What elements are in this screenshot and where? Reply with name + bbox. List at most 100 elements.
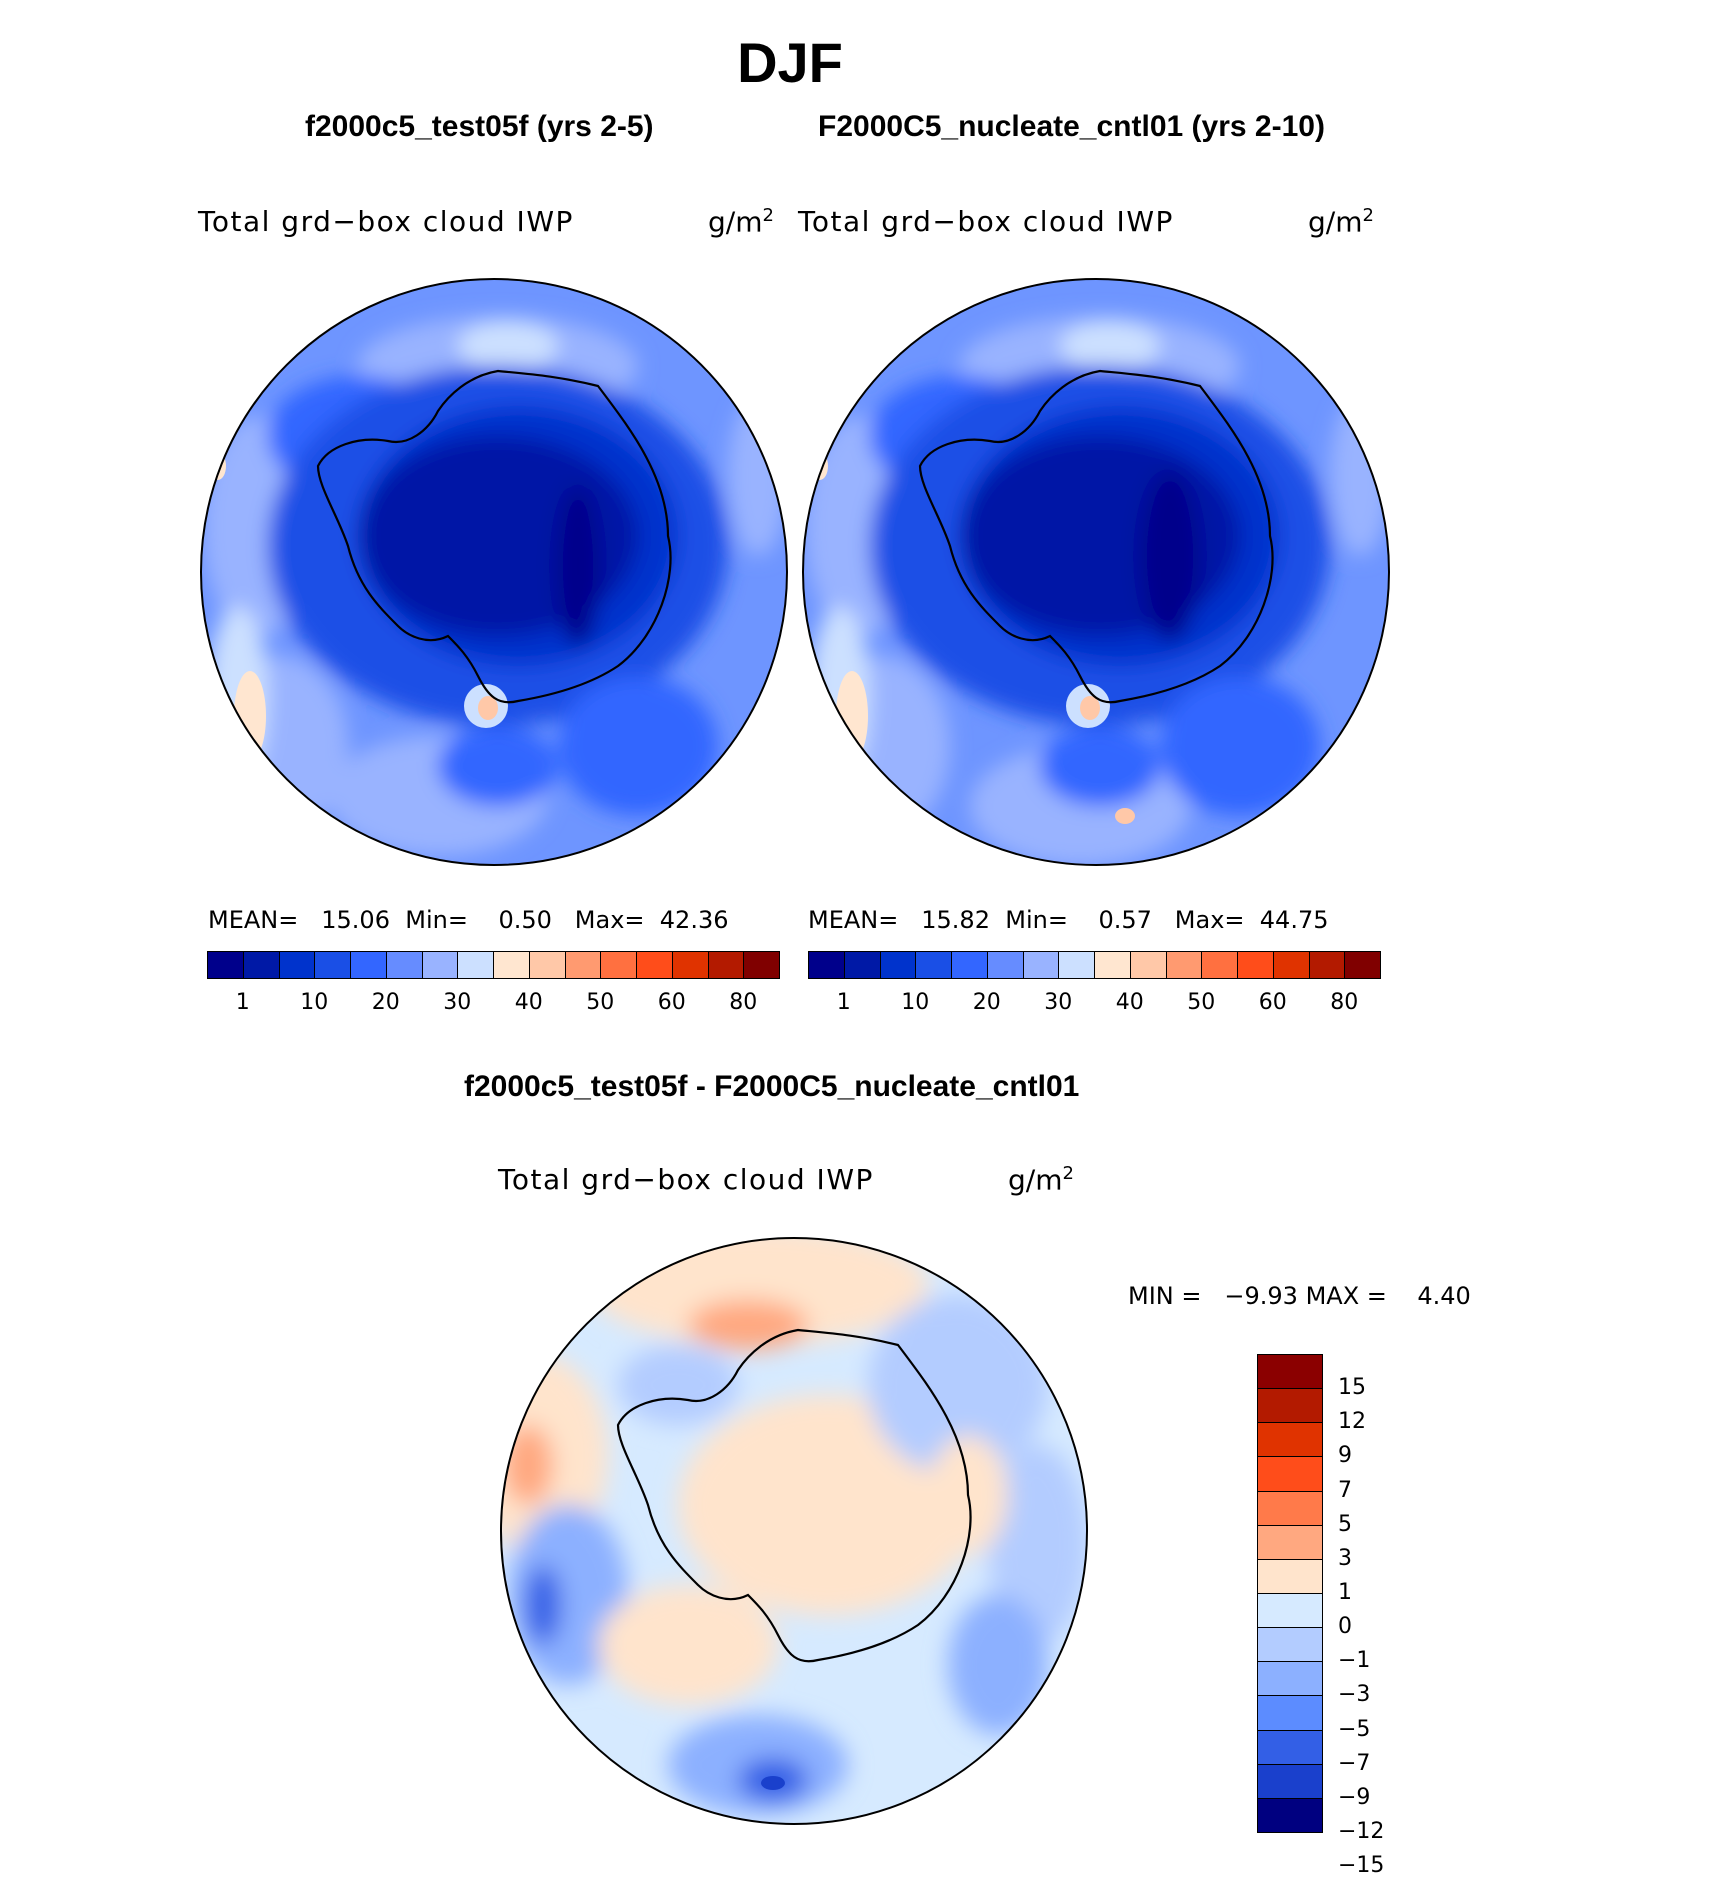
- control-units-label: g/m2: [1308, 205, 1374, 239]
- control-colorbar-swatch: [808, 951, 845, 979]
- difference-colorbar-tick-label: −5: [1338, 1716, 1371, 1742]
- control-colorbar-swatch: [1094, 951, 1131, 979]
- difference-colorbar-tick-label: −3: [1338, 1682, 1371, 1708]
- control-colorbar-swatch: [986, 951, 1024, 979]
- test-colorbar-tick-label: 40: [514, 990, 543, 1015]
- test-case-title: f2000c5_test05f (yrs 2-5): [305, 110, 654, 143]
- difference-stats: MIN = −9.93 MAX = 4.40: [1128, 1282, 1471, 1310]
- control-colorbar-tick-label: 1: [836, 990, 851, 1015]
- control-colorbar-swatch: [1022, 951, 1060, 979]
- test-colorbar-swatch: [636, 951, 673, 979]
- control-colorbar-swatch: [1165, 951, 1203, 979]
- control-colorbar-tick-label: 80: [1330, 990, 1359, 1015]
- difference-colorbar-swatch: [1257, 1729, 1323, 1765]
- control-colorbar-ticks: 1 10 20 30 40 50 60 80: [808, 990, 1380, 1020]
- difference-colorbar-tick-label: 5: [1338, 1511, 1352, 1537]
- test-stats: MEAN= 15.06 Min= 0.50 Max= 42.36: [208, 906, 729, 934]
- control-colorbar-swatch: [879, 951, 917, 979]
- test-colorbar-swatch: [671, 951, 709, 979]
- control-colorbar-swatch: [1308, 951, 1346, 979]
- control-colorbar-swatch: [951, 951, 988, 979]
- test-colorbar-swatch: [278, 951, 316, 979]
- difference-colorbar-tick-label: 15: [1338, 1375, 1366, 1401]
- test-colorbar-tick-label: 60: [657, 990, 686, 1015]
- difference-colorbar-tick-label: −12: [1338, 1819, 1385, 1844]
- control-colorbar-swatch: [1272, 951, 1310, 979]
- control-colorbar-swatch: [1201, 951, 1238, 979]
- test-colorbar-swatch: [350, 951, 387, 979]
- control-colorbar-swatch: [1237, 951, 1274, 979]
- control-colorbar-swatch: [1129, 951, 1167, 979]
- difference-colorbar-swatch: [1257, 1593, 1323, 1629]
- test-colorbar-ticks: 1 10 20 30 40 50 60 80: [207, 990, 779, 1020]
- test-colorbar-swatch: [707, 951, 745, 979]
- test-colorbar-tick-label: 50: [586, 990, 615, 1015]
- difference-colorbar-tick-label: 7: [1338, 1477, 1352, 1503]
- control-colorbar-tick-label: 50: [1187, 990, 1216, 1015]
- difference-colorbar-tick-label: −7: [1338, 1750, 1371, 1776]
- control-colorbar: [808, 951, 1381, 979]
- control-case-title: F2000C5_nucleate_cntl01 (yrs 2-10): [818, 110, 1325, 143]
- difference-colorbar-swatch: [1257, 1456, 1323, 1492]
- control-iwp-field: [803, 279, 1389, 865]
- difference-colorbar-tick-label: 3: [1338, 1545, 1352, 1571]
- difference-colorbar-swatch: [1257, 1627, 1323, 1663]
- test-map-border: [200, 278, 788, 866]
- difference-colorbar-swatch: [1257, 1661, 1323, 1697]
- control-colorbar-tick-label: 30: [1044, 990, 1073, 1015]
- test-variable-label: Total grd−box cloud IWP: [198, 205, 574, 238]
- control-colorbar-tick-label: 40: [1115, 990, 1144, 1015]
- difference-colorbar-swatch: [1257, 1422, 1323, 1458]
- difference-colorbar-swatch: [1257, 1354, 1323, 1390]
- test-colorbar-tick-label: 20: [371, 990, 400, 1015]
- control-map-border: [802, 278, 1390, 866]
- test-colorbar-tick-label: 30: [443, 990, 472, 1015]
- difference-colorbar-tick-label: 12: [1338, 1409, 1366, 1435]
- difference-colorbar-swatch: [1257, 1524, 1323, 1560]
- test-colorbar-swatch: [743, 951, 780, 979]
- difference-colorbar-swatch: [1257, 1797, 1323, 1833]
- control-colorbar-tick-label: 60: [1258, 990, 1287, 1015]
- control-colorbar-swatch: [843, 951, 881, 979]
- test-polar-map: [200, 278, 788, 866]
- control-colorbar-swatch: [1344, 951, 1381, 979]
- season-title: DJF: [737, 31, 843, 94]
- difference-coastline: [616, 1328, 972, 1663]
- test-colorbar-swatch: [493, 951, 530, 979]
- control-colorbar-swatch: [915, 951, 952, 979]
- difference-colorbar-swatch: [1257, 1490, 1323, 1526]
- difference-colorbar-swatch: [1257, 1388, 1323, 1424]
- control-variable-label: Total grd−box cloud IWP: [798, 205, 1174, 238]
- control-colorbar-tick-label: 20: [972, 990, 1001, 1015]
- difference-colorbar-swatch: [1257, 1558, 1323, 1594]
- test-colorbar-swatch: [528, 951, 566, 979]
- test-colorbar-swatch: [207, 951, 244, 979]
- difference-colorbar-tick-label: −9: [1338, 1784, 1371, 1810]
- control-colorbar-tick-label: 10: [901, 990, 930, 1015]
- difference-colorbar: [1257, 1354, 1323, 1833]
- test-colorbar-swatch: [421, 951, 459, 979]
- test-colorbar-tick-label: 10: [300, 990, 329, 1015]
- difference-variable-label: Total grd−box cloud IWP: [498, 1163, 874, 1196]
- difference-colorbar-tick-label: −15: [1338, 1853, 1385, 1878]
- difference-colorbar-tick-label: 1: [1338, 1580, 1352, 1605]
- test-colorbar-swatch: [564, 951, 602, 979]
- difference-title: f2000c5_test05f - F2000C5_nucleate_cntl0…: [464, 1070, 1080, 1103]
- control-polar-map: [802, 278, 1390, 866]
- control-stats: MEAN= 15.82 Min= 0.57 Max= 44.75: [808, 906, 1329, 934]
- difference-colorbar-swatch: [1257, 1695, 1323, 1731]
- test-colorbar-swatch: [314, 951, 351, 979]
- control-coastline: [918, 369, 1274, 704]
- difference-colorbar-ticks: 15 12 9 7 5 3 1 0 −1 −3 −5 −7 −9 −12 −15: [1338, 1354, 1418, 1878]
- difference-colorbar-tick-label: −1: [1338, 1648, 1371, 1674]
- difference-colorbar-swatch: [1257, 1763, 1323, 1799]
- test-colorbar-swatch: [457, 951, 494, 979]
- difference-iwp-field: [501, 1238, 1087, 1824]
- difference-map-border: [500, 1237, 1088, 1825]
- difference-units-label: g/m2: [1008, 1163, 1074, 1197]
- difference-polar-map: [500, 1237, 1088, 1825]
- test-colorbar-tick-label: 1: [235, 990, 250, 1015]
- test-units-label: g/m2: [708, 205, 774, 239]
- test-colorbar-swatch: [385, 951, 423, 979]
- test-colorbar-swatch: [242, 951, 280, 979]
